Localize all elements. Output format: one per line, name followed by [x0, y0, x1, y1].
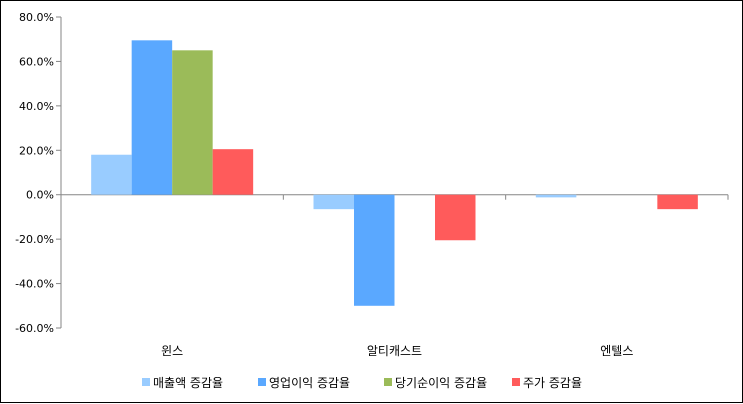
legend-swatch [258, 378, 266, 386]
y-tick-label: 80.0% [19, 11, 54, 24]
bar [535, 194, 577, 198]
legend-swatch [384, 378, 392, 386]
bar [172, 50, 213, 195]
category-label: 알티캐스트 [367, 344, 422, 358]
legend-swatch [512, 378, 520, 386]
legend-label: 매출액 증감율 [153, 376, 223, 390]
bar [435, 194, 476, 241]
y-tick-label: -40.0% [15, 278, 54, 291]
category-label: 윈스 [161, 344, 183, 358]
y-axis-ticks: 80.0% 60.0% 40.0% 20.0% 0.0% -20.0% -40.0% -60.… [15, 11, 61, 335]
y-tick-label: 40.0% [19, 100, 54, 113]
y-tick-label: 60.0% [19, 55, 54, 68]
bar [91, 154, 132, 195]
category-label: 엔텔스 [600, 344, 633, 358]
y-tick-label: -20.0% [15, 233, 54, 246]
legend-label: 영업이익 증감율 [269, 376, 350, 390]
y-tick-label: -60.0% [15, 322, 54, 335]
legend-swatch [142, 378, 150, 386]
bar [131, 40, 173, 195]
bar [212, 149, 254, 195]
bars [91, 40, 698, 306]
bar [313, 194, 354, 210]
legend-label: 주가 증감율 [523, 376, 582, 390]
bar [354, 194, 395, 306]
y-tick-label: 20.0% [19, 144, 54, 157]
legend-label: 당기순이익 증감율 [395, 376, 487, 390]
category-labels: 윈스 알티캐스트 엔텔스 [161, 344, 633, 358]
bar [657, 194, 698, 210]
legend: 매출액 증감율 영업이익 증감율 당기순이익 증감율 주가 증감율 [142, 376, 582, 390]
y-tick-label: 0.0% [26, 189, 54, 202]
